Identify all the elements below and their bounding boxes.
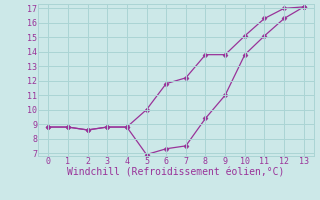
X-axis label: Windchill (Refroidissement éolien,°C): Windchill (Refroidissement éolien,°C) [67, 168, 285, 178]
